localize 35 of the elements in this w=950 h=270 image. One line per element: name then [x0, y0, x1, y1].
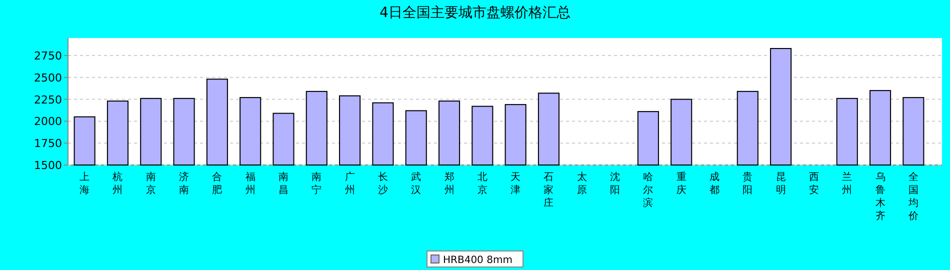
x-tick-label: 重庆	[676, 171, 686, 196]
y-tick-label: 1750	[34, 137, 62, 150]
x-tick-label: 西安	[808, 172, 819, 196]
x-tick-label: 福州	[245, 171, 256, 196]
x-tick-label: 兰州	[842, 171, 852, 196]
x-tick-label: 太原	[576, 171, 587, 196]
x-tick-label: 沈阳	[610, 171, 620, 196]
y-tick-label: 2250	[34, 93, 62, 106]
x-tick-label: 哈尔滨	[643, 171, 654, 209]
x-tick-label: 贵阳	[742, 171, 753, 196]
y-tick-label: 2000	[34, 115, 62, 128]
x-tick-label: 南京	[146, 171, 156, 196]
legend: HRB400 8mm	[426, 250, 524, 268]
x-tick-label: 南昌	[278, 171, 288, 196]
x-tick-label: 北京	[477, 171, 488, 196]
x-tick-label: 成都	[710, 171, 720, 196]
x-tick-label: 杭州	[112, 171, 123, 196]
y-tick-label: 2500	[34, 71, 62, 84]
legend-label: HRB400 8mm	[443, 255, 512, 266]
y-tick-label: 2750	[34, 50, 62, 63]
x-tick-label: 长沙	[378, 171, 388, 196]
x-tick-label: 济南	[179, 171, 190, 196]
x-tick-label: 郑州	[444, 171, 454, 196]
x-tick-label: 广州	[344, 171, 355, 196]
x-tick-label: 天津	[510, 172, 521, 196]
x-tick-label: 南宁	[312, 171, 322, 196]
x-tick-label: 全国均价	[907, 171, 918, 222]
x-tick-label: 合肥	[212, 171, 222, 196]
y-tick-label: 1500	[34, 159, 62, 172]
x-tick-label: 乌鲁木齐	[875, 171, 886, 222]
x-tick-label: 武汉	[411, 171, 422, 196]
x-tick-label: 昆明	[776, 172, 786, 196]
chart-title: 4日全国主要城市盘螺价格汇总	[380, 5, 570, 21]
x-tick-label: 上海	[80, 171, 90, 196]
x-tick-label: 石家庄	[544, 172, 554, 209]
